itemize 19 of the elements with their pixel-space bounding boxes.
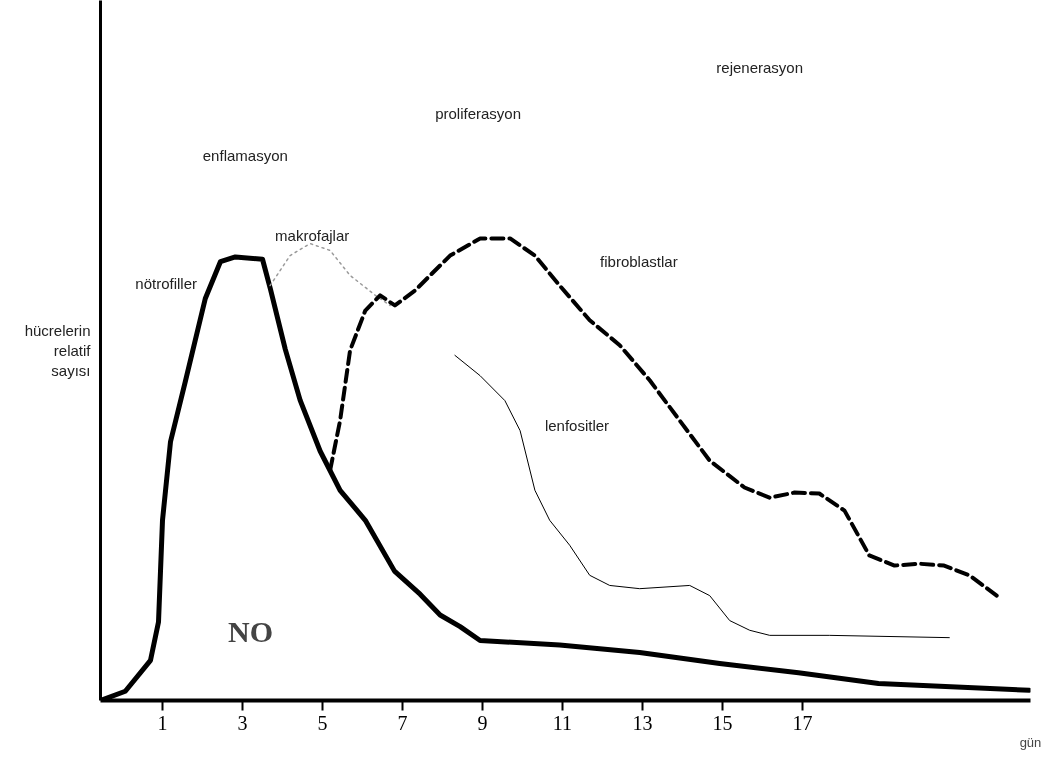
text: proliferasyon bbox=[435, 105, 522, 123]
x-tick-label: 13 bbox=[632, 711, 653, 734]
x-tick-label: 9 bbox=[477, 711, 488, 734]
x-tick-label: 1 bbox=[157, 711, 168, 734]
text: fibroblastlar bbox=[600, 252, 678, 270]
x-axis-title: gün bbox=[1019, 734, 1042, 750]
x-tick-label: 7 bbox=[397, 711, 408, 734]
text: rejenerasyon bbox=[716, 59, 804, 76]
x-tick-label: 5 bbox=[317, 711, 328, 734]
series-label: makrofajlar bbox=[275, 227, 350, 245]
annotation: NO bbox=[228, 614, 273, 648]
x-tick-label: 11 bbox=[552, 711, 573, 734]
x-tick-label: 3 bbox=[237, 711, 248, 734]
y-axis-title: hücrelerin relatif sayısı bbox=[24, 321, 92, 380]
series-label: lenfositler bbox=[544, 416, 610, 434]
x-tick-label: 15 bbox=[712, 711, 733, 734]
x-tick-label: 17 bbox=[792, 711, 813, 734]
text: enflamasyon bbox=[202, 146, 288, 164]
series-label: nötrofiller bbox=[135, 275, 197, 293]
